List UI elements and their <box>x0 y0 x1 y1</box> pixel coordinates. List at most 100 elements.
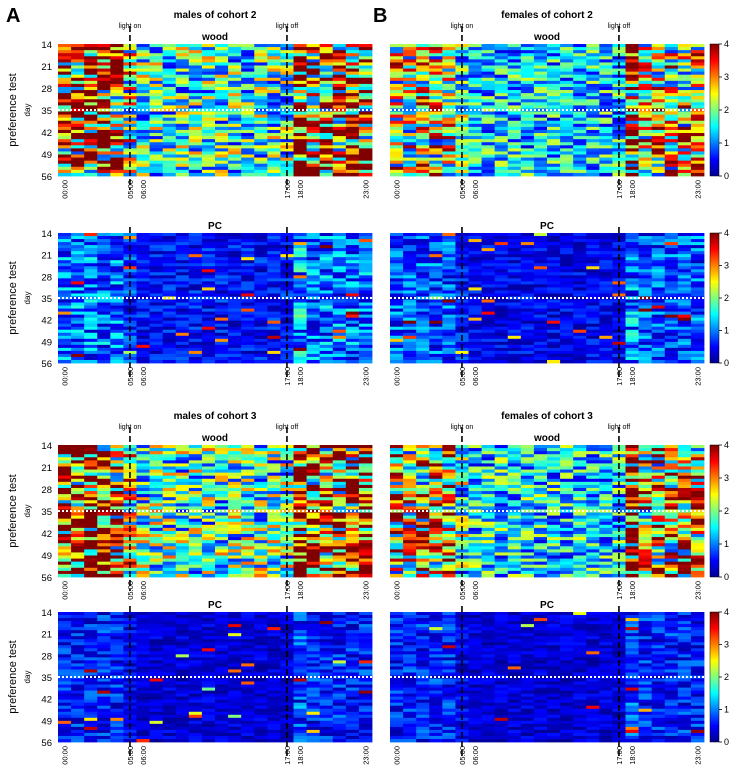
heatmap-cell <box>638 308 653 312</box>
heatmap-cell <box>162 126 177 131</box>
heatmap-cell <box>201 120 216 125</box>
heatmap-cell <box>560 287 574 291</box>
heatmap-cell <box>429 129 443 134</box>
heatmap-cell <box>651 126 666 131</box>
heatmap-cell <box>228 275 242 279</box>
heatmap-cell <box>110 350 124 355</box>
heatmap-cell <box>520 90 535 94</box>
heatmap-cell <box>638 83 653 88</box>
group-title: females of cohort 2 <box>501 10 593 21</box>
heatmap-cell <box>481 111 496 115</box>
heatmap-cell <box>403 74 417 79</box>
heatmap-cell <box>573 160 587 165</box>
heatmap-cell <box>638 275 653 279</box>
heatmap-cell <box>280 521 294 526</box>
heatmap-cell <box>345 478 360 483</box>
heatmap-cell <box>358 236 373 240</box>
heatmap-cell <box>58 457 72 461</box>
heatmap-cell <box>547 356 561 361</box>
heatmap-cell <box>481 80 496 85</box>
heatmap-cell <box>241 290 255 294</box>
heatmap-cell <box>136 111 150 115</box>
heatmap-cell <box>293 317 307 322</box>
heatmap-cell <box>110 521 124 526</box>
heatmap-cell <box>664 290 679 294</box>
heatmap-cell <box>520 344 535 349</box>
heatmap-cell <box>254 172 268 177</box>
heatmap-cell <box>547 105 561 109</box>
heatmap-cell <box>507 344 522 349</box>
heatmap-cell <box>228 44 242 48</box>
heatmap-cell <box>123 314 137 319</box>
heatmap-cell <box>267 117 281 122</box>
heatmap-cell <box>188 314 203 319</box>
heatmap-cell <box>97 65 111 69</box>
heatmap-cell <box>468 59 482 63</box>
heatmap-cell <box>136 308 150 312</box>
heatmap-cell <box>97 537 111 541</box>
heatmap-cell <box>110 329 124 334</box>
heatmap-cell <box>345 260 360 264</box>
heatmap-cell <box>97 326 111 331</box>
heatmap-cell <box>254 163 268 168</box>
heatmap-cell <box>612 59 626 63</box>
heatmap-cell <box>188 102 203 106</box>
heatmap-cell <box>136 77 150 82</box>
heatmap-cell <box>136 80 150 85</box>
heatmap-cell <box>280 96 294 100</box>
heatmap-cell <box>586 166 600 171</box>
heatmap-cell <box>84 148 98 152</box>
heatmap-cell <box>690 323 705 328</box>
heatmap-cell <box>403 142 417 146</box>
heatmap-cell <box>651 254 666 258</box>
heatmap-cell <box>293 530 307 535</box>
heatmap-cell <box>280 278 294 282</box>
heatmap-cell <box>332 169 347 174</box>
heatmap-cell <box>319 512 334 516</box>
heatmap-cell <box>390 338 404 343</box>
heatmap-cell <box>358 80 373 85</box>
heatmap-cell <box>58 326 72 331</box>
heatmap-cell <box>149 102 164 106</box>
heatmap-cell <box>664 335 679 340</box>
heatmap-cell <box>651 136 666 140</box>
heatmap-cell <box>267 460 281 464</box>
heatmap-cell <box>677 90 692 94</box>
heatmap-cell <box>293 469 307 474</box>
heatmap-cell <box>136 314 150 319</box>
heatmap-cell <box>403 80 417 85</box>
heatmap-cell <box>188 117 203 122</box>
heatmap-cell <box>136 491 150 495</box>
heatmap-cell <box>690 53 705 57</box>
heatmap-cell <box>547 311 561 316</box>
heatmap-cell <box>267 469 281 474</box>
heatmap-cell <box>254 154 268 158</box>
heatmap-cell <box>162 503 177 507</box>
heatmap-cell <box>58 236 72 240</box>
heatmap-cell <box>507 86 522 91</box>
heatmap-cell <box>162 154 177 158</box>
heatmap-cell <box>599 350 613 355</box>
heatmap-cell <box>664 59 679 63</box>
heatmap-cell <box>507 62 522 66</box>
heatmap-cell <box>123 96 137 100</box>
heatmap-cell <box>507 278 522 282</box>
heatmap-cell <box>520 133 535 137</box>
heatmap-cell <box>201 527 216 532</box>
heatmap-cell <box>58 487 72 492</box>
heatmap-cell <box>149 503 164 507</box>
heatmap-cell <box>280 350 294 355</box>
heatmap-cell <box>625 53 639 57</box>
heatmap-cell <box>84 139 98 143</box>
heatmap-cell <box>228 251 242 255</box>
heatmap-cell <box>136 136 150 140</box>
heatmap-cell <box>664 299 679 303</box>
heatmap-cell <box>175 445 190 449</box>
heatmap-cell <box>638 233 653 237</box>
heatmap-cell <box>468 166 482 171</box>
heatmap-cell <box>149 272 164 276</box>
heatmap-cell <box>162 293 177 297</box>
heatmap-cell <box>306 296 321 300</box>
heatmap-cell <box>345 166 360 171</box>
heatmap-cell <box>560 151 574 155</box>
